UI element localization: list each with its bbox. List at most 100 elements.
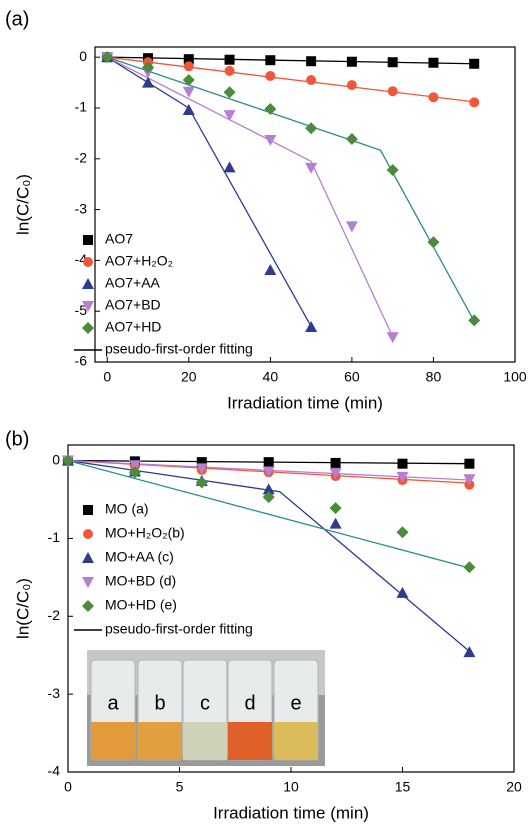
marker [386,163,399,176]
marker [62,454,74,467]
marker [305,320,318,332]
marker [262,491,275,504]
legend-marker [83,235,93,245]
fit-line [107,56,475,65]
marker [346,56,357,67]
x-tick-label: 0 [64,779,72,795]
marker [182,74,195,87]
legend-label: AO7+H₂O₂ [105,253,173,269]
y-tick-label: -3 [48,685,61,701]
y-axis-label: ln(C/C₀) [13,578,32,639]
y-tick-label: -2 [75,149,88,165]
legend-label: AO7+BD [105,297,161,313]
panel-label: (b) [5,428,29,450]
vial-liquid [228,722,272,760]
fit-line [106,56,394,337]
x-tick-label: 0 [103,369,111,385]
marker [263,457,274,468]
y-tick-label: -1 [48,529,61,545]
marker [463,474,476,486]
marker [397,458,408,469]
marker [305,162,318,174]
legend-label: MO+H₂O₂(b) [105,525,185,541]
marker [427,236,440,249]
marker [396,471,409,483]
marker [330,457,341,468]
marker [223,86,236,99]
marker [128,466,141,479]
legend-marker [82,278,94,289]
plot-frame [94,46,516,363]
marker [142,61,155,74]
marker [223,110,236,122]
y-tick-label: -5 [75,302,88,318]
inset-label: d [244,692,255,714]
x-tick-label: 20 [506,779,522,795]
marker [128,460,141,472]
fit-line [107,56,475,322]
marker [468,314,481,327]
marker [428,92,439,103]
marker [463,561,476,574]
marker [329,468,342,480]
x-tick-label: 80 [426,369,442,385]
marker [306,75,317,86]
marker [262,483,275,495]
marker [396,586,409,598]
marker [265,55,276,66]
vial-liquid [91,722,135,760]
marker [329,502,342,515]
legend-marker [83,529,93,539]
legend-marker [82,322,94,334]
legend-marker [82,600,94,612]
legend-label: AO7+AA [105,275,161,291]
marker [396,526,409,539]
inset-label: a [107,692,119,714]
inset-photo [87,650,325,766]
marker [305,122,318,135]
x-tick-label: 20 [181,369,197,385]
legend-marker [82,577,94,588]
inset-label: b [154,692,165,714]
x-tick-label: 5 [176,779,184,795]
y-tick-label: 0 [79,48,87,64]
marker [329,517,342,529]
marker [387,57,398,68]
marker [428,57,439,68]
x-tick-label: 15 [395,779,411,795]
y-tick-label: -3 [75,200,88,216]
x-tick-label: 40 [263,369,279,385]
marker [463,646,476,658]
legend-marker [83,505,93,515]
marker [264,264,277,276]
x-tick-label: 10 [283,779,299,795]
y-tick-label: -4 [48,763,61,779]
panel-label: (a) [5,8,29,30]
marker [386,332,399,344]
marker [224,65,235,76]
y-tick-label: -2 [48,607,61,623]
marker [346,80,357,91]
marker [223,161,236,173]
x-axis-label: Irradiation time (min) [227,393,383,412]
legend-marker [82,552,94,563]
y-tick-label: -6 [75,353,88,369]
marker [264,102,277,115]
fit-line [107,56,475,103]
legend-label: pseudo-first-order fitting [105,621,253,637]
fit-line [67,459,470,569]
legend-label: MO+BD (d) [105,573,176,589]
vial-liquid [138,722,182,760]
marker [262,466,275,478]
legend-marker [83,257,93,267]
legend-label: MO+HD (e) [105,597,177,613]
marker [101,51,114,64]
marker [469,97,480,108]
marker [265,70,276,81]
legend-marker [82,301,94,312]
y-tick-label: -1 [75,99,88,115]
marker [345,221,358,233]
legend-label: MO (a) [105,501,149,517]
x-axis-label: Irradiation time (min) [213,803,369,822]
marker [196,457,207,468]
